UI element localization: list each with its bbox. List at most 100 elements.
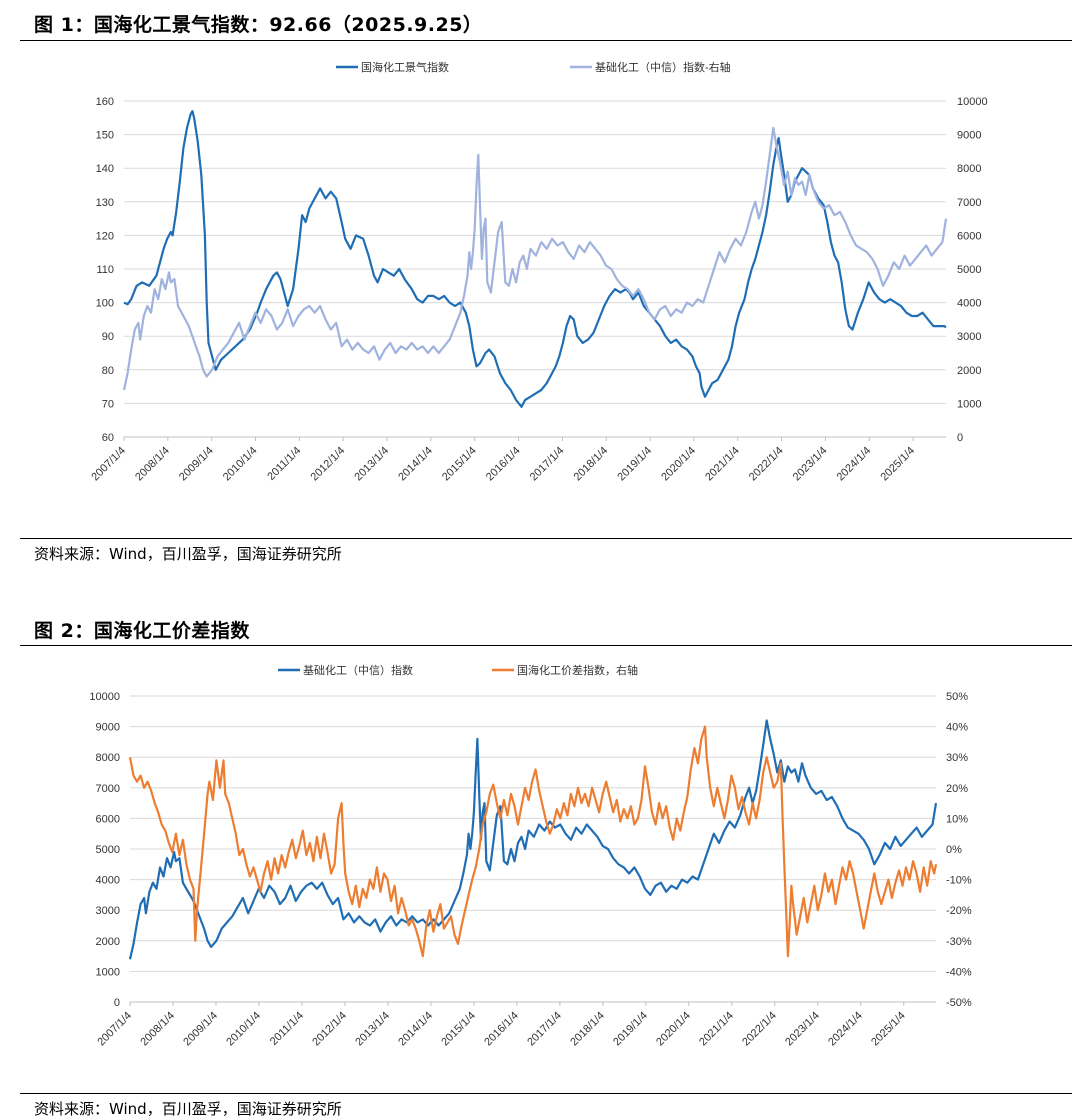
- x-tick-label: 2008/1/4: [133, 445, 172, 484]
- x-tick-label: 2016/1/4: [482, 1010, 521, 1049]
- y-tick-label: 130: [96, 197, 114, 209]
- x-tick-label: 2007/1/4: [89, 445, 128, 484]
- y-tick-label: 4000: [96, 875, 120, 887]
- y2-tick-label: 0: [957, 432, 963, 444]
- y-tick-label: 70: [102, 398, 114, 410]
- x-tick-label: 2007/1/4: [95, 1010, 134, 1049]
- x-tick-label: 2018/1/4: [568, 1010, 607, 1049]
- y2-tick-label: 9000: [957, 130, 981, 142]
- y-tick-label: 90: [102, 331, 114, 343]
- y-tick-label: 5000: [96, 844, 120, 856]
- figure1-title: 图 1：国海化工景气指数：92.66（2025.9.25）: [34, 14, 483, 36]
- x-tick-label: 2025/1/4: [869, 1010, 908, 1049]
- figure2-top-rule: [20, 645, 1072, 646]
- y-tick-label: 120: [96, 230, 114, 242]
- legend-label: 国海化工价差指数，右轴: [517, 663, 638, 677]
- y-tick-label: 140: [96, 163, 114, 175]
- x-tick-label: 2008/1/4: [138, 1010, 177, 1049]
- x-tick-label: 2015/1/4: [440, 445, 479, 484]
- y2-tick-label: 4000: [957, 298, 981, 310]
- y-tick-label: 110: [96, 264, 114, 276]
- y2-tick-label: 3000: [957, 331, 981, 343]
- x-tick-label: 2009/1/4: [177, 445, 216, 484]
- x-tick-label: 2022/1/4: [740, 1010, 779, 1049]
- y-tick-label: 8000: [96, 752, 120, 764]
- series-line-primary: [123, 110, 947, 408]
- x-tick-label: 2017/1/4: [525, 1010, 564, 1049]
- y2-tick-label: -40%: [946, 966, 972, 978]
- x-tick-label: 2019/1/4: [611, 1010, 650, 1049]
- y-tick-label: 6000: [96, 813, 120, 825]
- y-tick-label: 160: [96, 96, 114, 108]
- x-tick-label: 2009/1/4: [181, 1010, 220, 1049]
- y-tick-label: 7000: [96, 783, 120, 795]
- y-tick-label: 3000: [96, 905, 120, 917]
- y-tick-label: 1000: [96, 966, 120, 978]
- x-tick-label: 2015/1/4: [439, 1010, 478, 1049]
- x-tick-label: 2010/1/4: [221, 445, 260, 484]
- figure2-title: 图 2：国海化工价差指数: [34, 620, 250, 642]
- y2-tick-label: 5000: [957, 264, 981, 276]
- x-tick-label: 2024/1/4: [826, 1010, 865, 1049]
- y-tick-label: 60: [102, 432, 114, 444]
- y-tick-label: 10000: [89, 691, 120, 703]
- y2-tick-label: 6000: [957, 230, 981, 242]
- x-tick-label: 2012/1/4: [310, 1010, 349, 1049]
- y-tick-label: 2000: [96, 936, 120, 948]
- y2-tick-label: 2000: [957, 365, 981, 377]
- x-tick-label: 2020/1/4: [659, 445, 698, 484]
- y2-tick-label: -50%: [946, 997, 972, 1009]
- x-tick-label: 2024/1/4: [835, 445, 874, 484]
- x-tick-label: 2017/1/4: [528, 445, 567, 484]
- y2-tick-label: 30%: [946, 752, 968, 764]
- figure1-top-rule: [20, 40, 1072, 41]
- y2-tick-label: 40%: [946, 722, 968, 734]
- x-tick-label: 2020/1/4: [654, 1010, 693, 1049]
- legend-label: 基础化工（中信）指数: [303, 663, 413, 677]
- x-tick-label: 2011/1/4: [268, 1010, 306, 1048]
- x-tick-label: 2014/1/4: [396, 1010, 435, 1049]
- y2-tick-label: 7000: [957, 197, 981, 209]
- x-tick-label: 2023/1/4: [783, 1010, 822, 1049]
- x-tick-label: 2018/1/4: [572, 445, 611, 484]
- figure2-source: 资料来源：Wind，百川盈孚，国海证券研究所: [34, 1100, 342, 1118]
- figure1-bottom-rule: [20, 538, 1072, 539]
- series-line-secondary: [128, 725, 938, 958]
- y2-tick-label: 0%: [946, 844, 962, 856]
- series-line-secondary: [122, 126, 948, 391]
- y-tick-label: 150: [96, 130, 114, 142]
- legend-label: 基础化工（中信）指数-右轴: [595, 60, 731, 74]
- chart2: 0 1000 2000 3000 4000 5000 6000 7000 8000 9000 100…: [89, 663, 972, 1049]
- x-tick-label: 2021/1/4: [697, 1010, 736, 1049]
- figure1-source: 资料来源：Wind，百川盈孚，国海证券研究所: [34, 545, 342, 563]
- legend-label: 国海化工景气指数: [361, 60, 449, 74]
- x-tick-label: 2012/1/4: [309, 445, 348, 484]
- y2-tick-label: 8000: [957, 163, 981, 175]
- y2-tick-label: 20%: [946, 783, 968, 795]
- x-tick-label: 2013/1/4: [353, 1010, 392, 1049]
- x-tick-label: 2013/1/4: [352, 445, 391, 484]
- y2-tick-label: -20%: [946, 905, 972, 917]
- figure2-bottom-rule: [20, 1093, 1072, 1094]
- x-tick-label: 2010/1/4: [224, 1010, 263, 1049]
- y2-tick-label: 50%: [946, 691, 968, 703]
- chart1: 60 70 80 90 100 110 120 130 140 150 160 0 1000 2000 30…: [89, 60, 988, 484]
- x-tick-label: 2019/1/4: [615, 445, 654, 484]
- x-tick-label: 2014/1/4: [396, 445, 435, 484]
- x-tick-label: 2022/1/4: [747, 445, 786, 484]
- x-tick-label: 2023/1/4: [791, 445, 830, 484]
- x-tick-label: 2016/1/4: [484, 445, 523, 484]
- y-tick-label: 9000: [96, 722, 120, 734]
- y-tick-label: 100: [96, 298, 114, 310]
- y2-tick-label: 10%: [946, 813, 968, 825]
- y2-tick-label: -10%: [946, 875, 972, 887]
- y2-tick-label: 1000: [957, 398, 981, 410]
- y-tick-label: 0: [114, 997, 120, 1009]
- series-line-primary: [128, 719, 938, 960]
- x-tick-label: 2011/1/4: [265, 445, 303, 483]
- x-tick-label: 2025/1/4: [878, 445, 917, 484]
- y2-tick-label: -30%: [946, 936, 972, 948]
- x-tick-label: 2021/1/4: [703, 445, 742, 484]
- y2-tick-label: 10000: [957, 96, 988, 108]
- y-tick-label: 80: [102, 365, 114, 377]
